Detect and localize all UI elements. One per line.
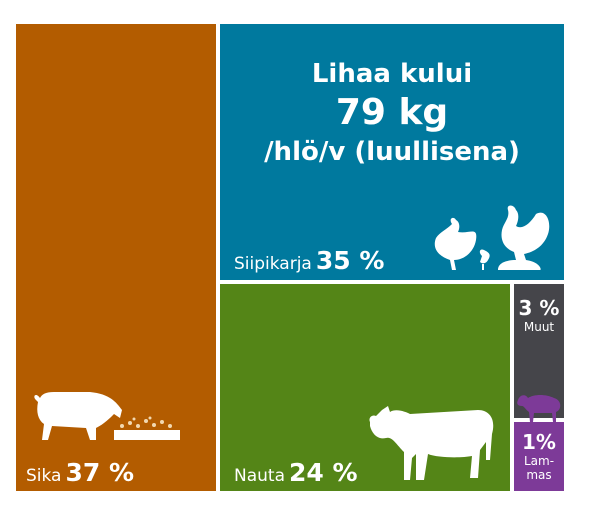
chart-title: Lihaa kului 79 kg /hlö/v (luullisena) (220, 58, 564, 168)
label-lammas: 1% Lam-mas (522, 430, 556, 482)
cow-icon (369, 406, 494, 480)
label-siipikarja: Siipikarja 35 % (234, 246, 385, 275)
title-line-1: Lihaa kului (311, 59, 473, 89)
pig-icon (34, 392, 180, 440)
title-line-2: 79 kg (335, 92, 449, 133)
label-sika: Sika 37 % (26, 458, 135, 487)
tile-lammas (514, 422, 564, 491)
title-line-3: /hlö/v (luullisena) (264, 137, 520, 167)
label-muut: 3 % Muut (518, 296, 560, 334)
label-nauta: Nauta 24 % (234, 458, 358, 487)
chicken-icon (434, 205, 550, 270)
sheep-icon (517, 395, 561, 422)
